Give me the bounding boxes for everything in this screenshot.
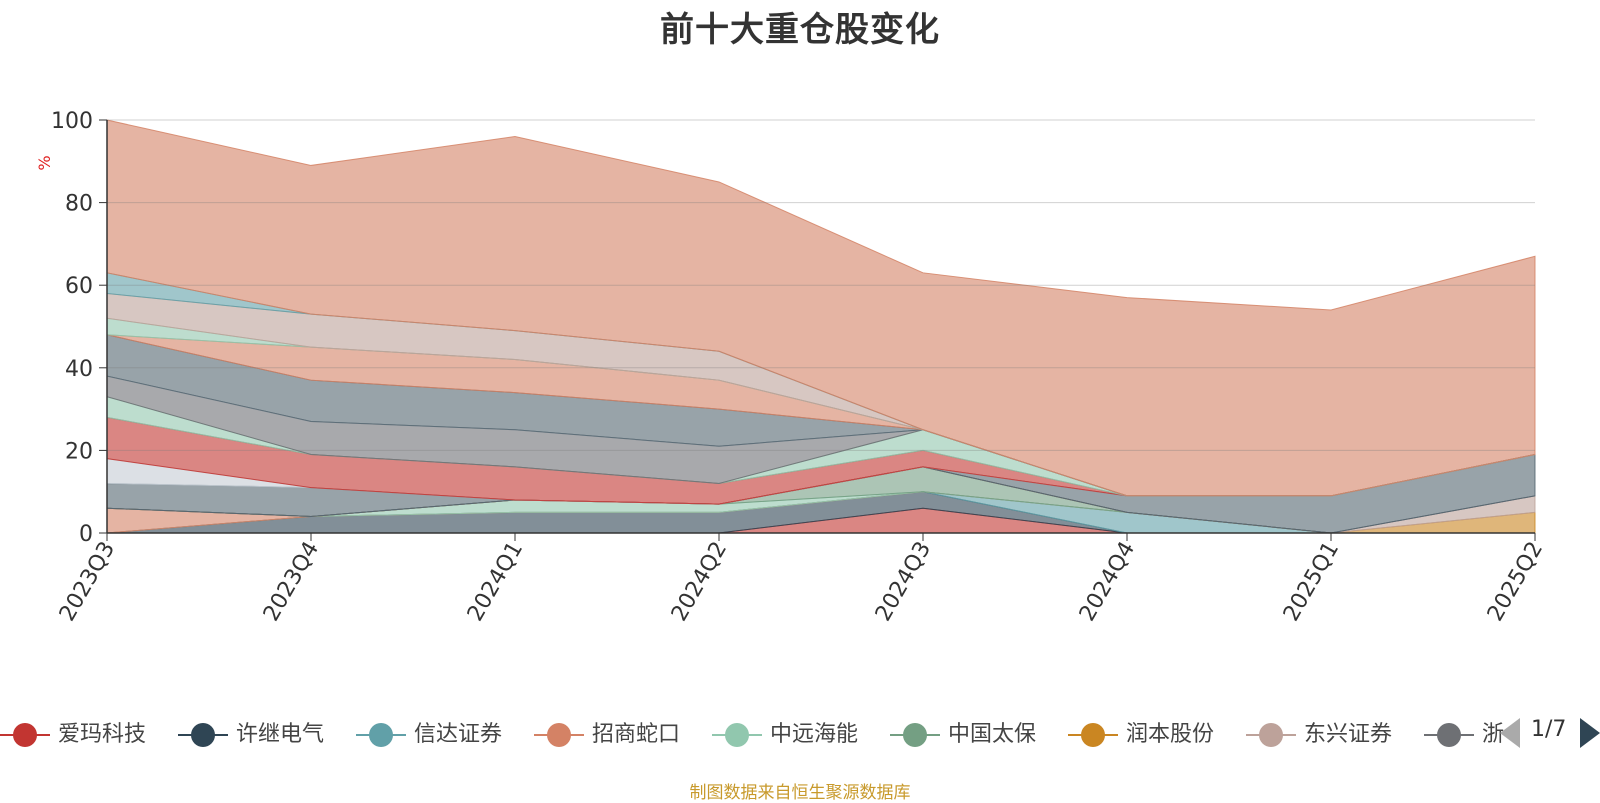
legend-dot-icon [725,723,749,747]
legend-dot-icon [191,723,215,747]
x-tick-label: 2024Q1 [463,538,528,626]
x-tick-label: 2023Q3 [55,538,120,626]
legend-dot-icon [1437,723,1461,747]
legend-label: 中国太保 [948,722,1037,747]
x-tick-label: 2024Q4 [1075,538,1140,626]
y-tick-label: 80 [65,192,93,217]
y-tick-label: 0 [79,522,93,547]
legend-label: 信达证券 [414,722,503,747]
legend-prev-page-icon[interactable] [1500,718,1520,748]
legend-item[interactable]: 信达证券 [356,704,526,764]
area-series-20[interactable] [106,119,1536,497]
legend-item[interactable]: 中国太保 [890,704,1060,764]
y-axis-label: % [35,155,54,170]
legend-item[interactable]: 中远海能 [712,704,882,764]
legend-dot-icon [903,723,927,747]
legend-label: 东兴证券 [1304,722,1393,747]
legend-item[interactable]: 爱玛科技 [0,704,170,764]
legend-item[interactable]: 招商蛇口 [534,704,704,764]
legend-dot-icon [1259,723,1283,747]
y-tick-label: 100 [51,109,93,134]
legend-label: 许继电气 [236,722,325,747]
y-tick-label: 20 [65,439,93,464]
legend-item[interactable]: 东兴证券 [1246,704,1416,764]
legend-label: 爱玛科技 [58,722,147,747]
x-tick-label: 2024Q3 [871,538,936,626]
x-tick-label: 2023Q4 [259,538,324,626]
legend-next-page-icon[interactable] [1580,718,1600,748]
legend-dot-icon [369,723,393,747]
legend-label: 浙 [1482,722,1504,747]
legend-dot-icon [1081,723,1105,747]
y-tick-label: 60 [65,274,93,299]
legend-label: 招商蛇口 [592,722,681,747]
chart-title: 前十大重仓股变化 [660,10,940,50]
legend-dot-icon [547,723,571,747]
legend-item[interactable]: 许继电气 [178,704,348,764]
legend-item[interactable]: 浙 [1424,704,1504,764]
x-tick-label: 2025Q2 [1483,538,1548,626]
y-tick-label: 40 [65,357,93,382]
legend-item[interactable]: 润本股份 [1068,704,1238,764]
legend-label: 润本股份 [1126,722,1215,747]
x-tick-label: 2025Q1 [1279,538,1344,626]
legend-dot-icon [13,723,37,747]
legend: 爱玛科技 许继电气 信达证券 招商蛇口 中远海能 中国太保 润本股份 东兴证券 浙 [0,704,1600,764]
data-source-note: 制图数据来自恒生聚源数据库 [689,783,911,803]
legend-page-indicator: 1/7 [1531,717,1567,742]
chart-canvas: 0 20 40 60 80 100% 2023Q3 2023Q4 2024Q1 2024Q2 202… [35,109,1548,626]
legend-label: 中远海能 [770,722,859,747]
x-tick-label: 2024Q2 [667,538,732,626]
